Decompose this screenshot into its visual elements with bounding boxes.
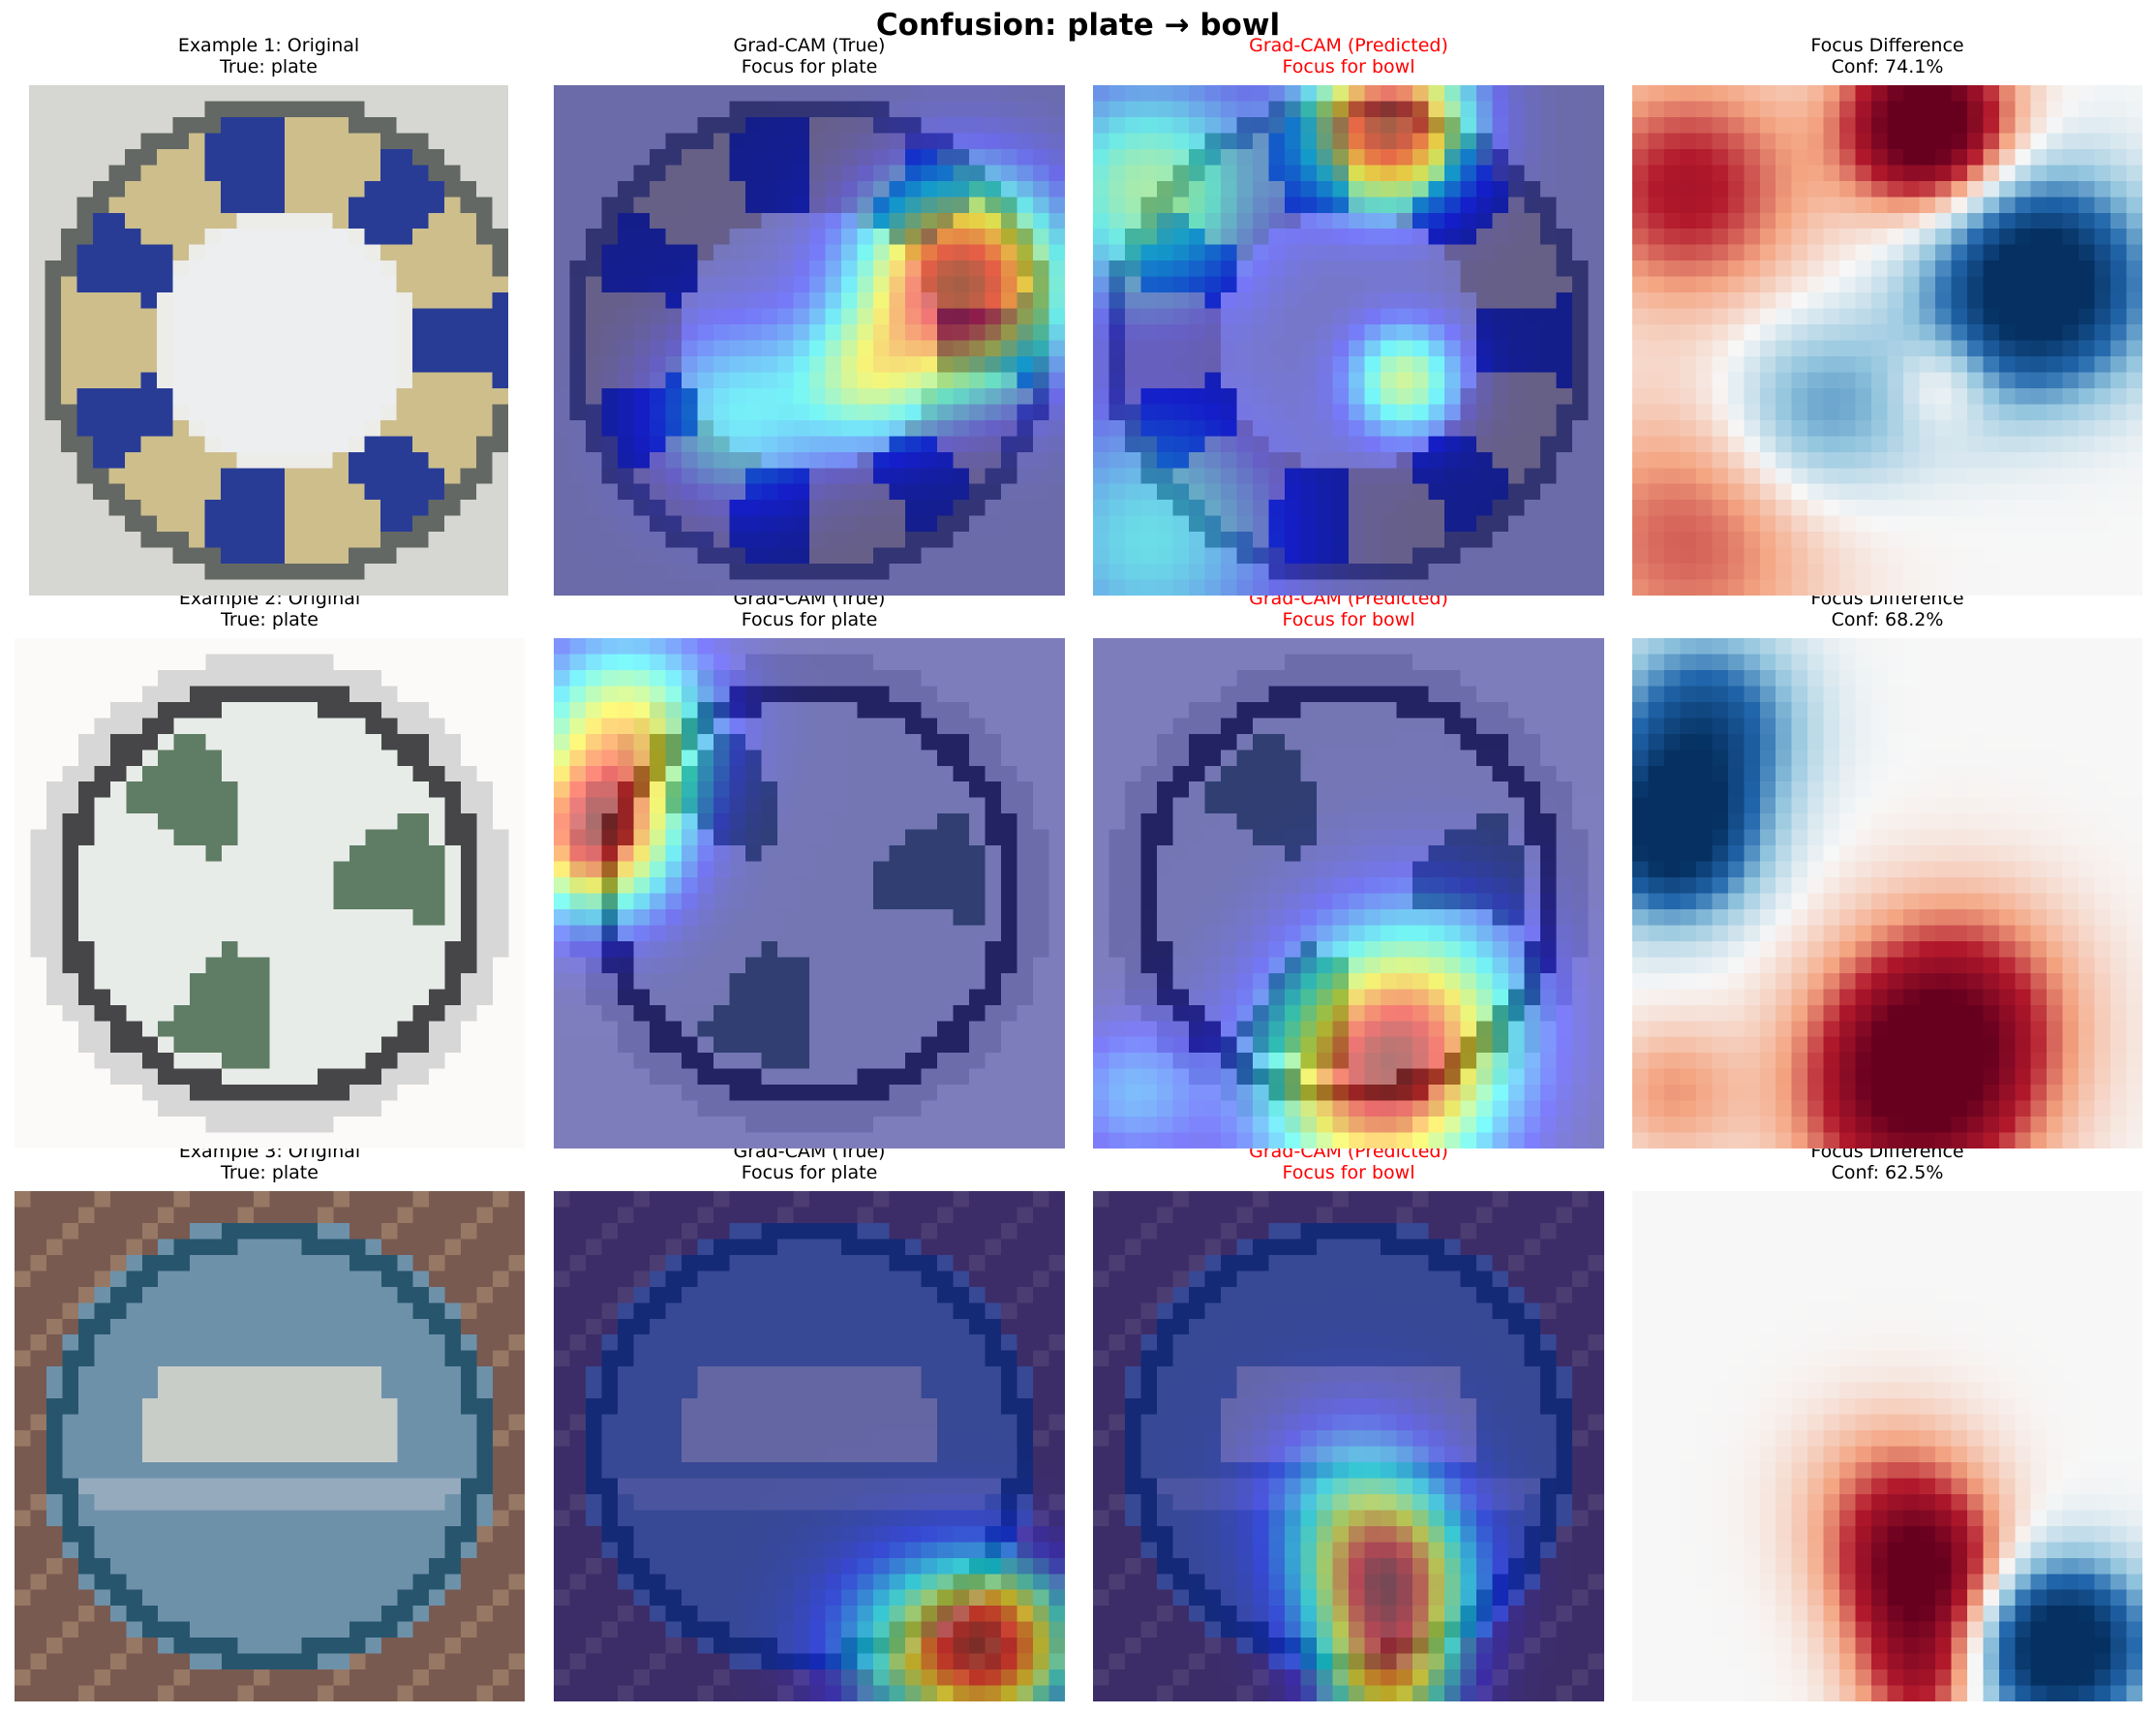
- row3-focus-difference-map: [1632, 1191, 2142, 1701]
- caption-line: Focus for bowl: [1282, 56, 1415, 77]
- caption-line: Focus for plate: [741, 56, 878, 77]
- caption-line: Focus for plate: [741, 609, 878, 630]
- gradcam-heatmap: [1093, 85, 1604, 596]
- difference-heatmap: [1632, 1191, 2142, 1701]
- gradcam-heatmap: [554, 85, 1065, 596]
- caption-line: Focus for bowl: [1282, 1162, 1415, 1183]
- row2-original-image: [15, 638, 525, 1148]
- row1-true-gradcam-overlay: [554, 85, 1065, 596]
- difference-heatmap: [1632, 85, 2142, 596]
- gradcam-heatmap: [554, 638, 1065, 1148]
- gradcam-heatmap: [554, 1191, 1065, 1701]
- plate-image: [15, 1191, 525, 1701]
- row3-true-gradcam-overlay: [554, 1191, 1065, 1701]
- row3-original-image: [15, 1191, 525, 1701]
- row2-true-gradcam-overlay: [554, 638, 1065, 1148]
- caption-line: Grad-CAM (True): [733, 35, 886, 56]
- caption-line: Example 1: Original: [177, 35, 360, 56]
- row2-focus-difference-map: [1632, 638, 2142, 1148]
- caption-line: Conf: 68.2%: [1831, 609, 1944, 630]
- caption-line: Conf: 62.5%: [1831, 1162, 1944, 1183]
- row1-original-image: [29, 85, 508, 596]
- row1-original-caption: Example 1: Original True: plate: [29, 35, 508, 77]
- caption-line: True: plate: [221, 609, 319, 630]
- caption-line: True: plate: [220, 56, 318, 77]
- difference-heatmap: [1632, 638, 2142, 1148]
- plate-image: [29, 85, 508, 596]
- row2-pred-gradcam-overlay: [1093, 638, 1604, 1148]
- row1-true-cam-caption: Grad-CAM (True) Focus for plate: [554, 35, 1065, 77]
- gradcam-heatmap: [1093, 1191, 1604, 1701]
- caption-line: Conf: 74.1%: [1831, 56, 1944, 77]
- row1-focus-difference-map: [1632, 85, 2142, 596]
- caption-line: Focus for plate: [741, 1162, 878, 1183]
- gradcam-heatmap: [1093, 638, 1604, 1148]
- figure-title: Confusion: plate → bowl: [875, 8, 1281, 43]
- row1-pred-gradcam-overlay: [1093, 85, 1604, 596]
- row1-diff-caption: Focus Difference Conf: 74.1%: [1632, 35, 2142, 77]
- row3-pred-gradcam-overlay: [1093, 1191, 1604, 1701]
- row1-pred-cam-caption: Grad-CAM (Predicted) Focus for bowl: [1093, 35, 1604, 77]
- caption-line: Focus Difference: [1810, 35, 1964, 56]
- caption-line: Grad-CAM (Predicted): [1249, 35, 1448, 56]
- caption-line: True: plate: [221, 1162, 319, 1183]
- caption-line: Focus for bowl: [1282, 609, 1415, 630]
- plate-image: [15, 638, 525, 1148]
